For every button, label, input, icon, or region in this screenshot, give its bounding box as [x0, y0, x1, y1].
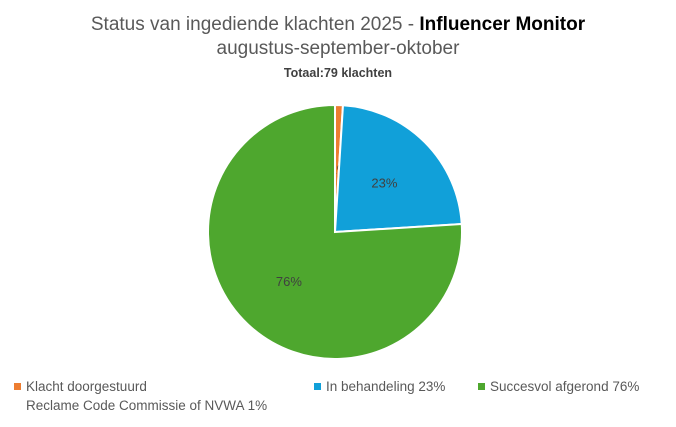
pie-slice-2: [207, 103, 463, 360]
data-label-2: 76%: [276, 274, 302, 289]
pie-slice-1: [333, 104, 463, 234]
legend-swatch-in-behandeling: [314, 383, 321, 390]
legend-label-doorgestuurd: Klacht doorgestuurd: [26, 379, 147, 394]
legend-label-in-behandeling: In behandeling 23%: [326, 379, 446, 394]
legend-label-succesvol: Succesvol afgerond 76%: [490, 379, 640, 394]
chart-title-prefix: Status van ingediende klachten 2025 -: [90, 14, 420, 35]
data-label-1: 23%: [371, 176, 397, 191]
legend-item-succesvol: Succesvol afgerond 76%: [478, 377, 639, 396]
chart-title: Status van ingediende klachten 2025 - In…: [0, 14, 676, 36]
chart-subtitle-total: Totaal:79 klachten: [283, 66, 393, 80]
legend-item-doorgestuurd: Klacht doorgestuurd Reclame Code Commiss…: [14, 377, 267, 415]
legend-label-doorgestuurd-line2: Reclame Code Commissie of NVWA 1%: [26, 398, 268, 413]
chart-title-period: augustus-september-oktober: [216, 38, 460, 59]
legend-swatch-doorgestuurd: [14, 383, 21, 390]
chart-title-bold: Influencer Monitor: [419, 14, 586, 35]
legend-swatch-succesvol: [478, 383, 485, 390]
legend-item-in-behandeling: In behandeling 23%: [314, 377, 445, 396]
